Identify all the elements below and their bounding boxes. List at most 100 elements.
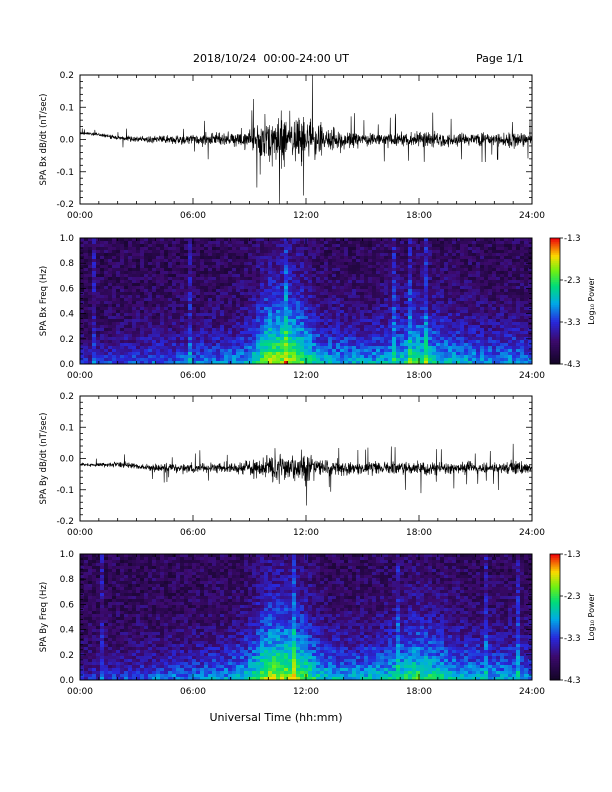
spectrogram-cell (200, 268, 205, 272)
spectrogram-cell (376, 352, 381, 356)
spectrogram-cell (364, 310, 369, 314)
spectrogram-cell (96, 322, 101, 326)
spectrogram-cell (436, 319, 441, 323)
x-tick-label: 12:00 (293, 211, 319, 221)
spectrogram-cell (496, 337, 501, 341)
spectrogram-cell (388, 340, 393, 344)
spectrogram-cell (216, 328, 221, 332)
spectrogram-cell (444, 322, 449, 326)
spectrogram-cell (444, 355, 449, 359)
spectrogram-cell (280, 283, 285, 287)
spectrogram-cell (436, 289, 441, 293)
spectrogram-cell (300, 289, 305, 293)
spectrogram-cell (520, 310, 525, 314)
spectrogram-cell (444, 238, 449, 242)
spectrogram-cell (360, 256, 365, 260)
spectrogram-cell (504, 283, 509, 287)
spectrogram-cell (292, 322, 297, 326)
spectrogram-cell (452, 238, 457, 242)
spectrogram-cell (220, 292, 225, 296)
spectrogram-cell (460, 337, 465, 341)
spectrogram-cell (160, 361, 165, 365)
colorbar-frame (549, 237, 561, 365)
spectrogram-cell (316, 310, 321, 314)
spectrogram-cell (280, 298, 285, 302)
spectrogram-cell (492, 340, 497, 344)
spectrogram-cell (112, 355, 117, 359)
colorbar-swatch (550, 317, 560, 321)
spectrogram-cell (204, 253, 209, 257)
spectrogram-cell (460, 253, 465, 257)
spectrogram-cell (312, 268, 317, 272)
spectrogram-cell (380, 352, 385, 356)
spectrogram-cell (304, 328, 309, 332)
spectrogram-cell (208, 313, 213, 317)
spectrogram-cell (516, 322, 521, 326)
spectrogram-cell (220, 295, 225, 299)
spectrogram-cell (348, 253, 353, 257)
spectrogram-cell (300, 274, 305, 278)
spectrogram-cell (80, 343, 85, 347)
spectrogram-cell (320, 343, 325, 347)
spectrogram-cell (192, 277, 197, 281)
spectrogram-cell (384, 295, 389, 299)
spectrogram-cell (384, 334, 389, 338)
colorbar-swatch (550, 246, 560, 249)
spectrogram-cell (348, 262, 353, 266)
spectrogram-cell (500, 256, 505, 260)
spectrogram-cell (240, 262, 245, 266)
spectrogram-cell (144, 265, 149, 269)
spectrogram-cell (288, 238, 293, 242)
spectrogram-cell (188, 301, 193, 305)
spectrogram-cell (280, 286, 285, 290)
spectrogram-cell (444, 271, 449, 275)
spectrogram-cell (152, 238, 157, 242)
spectrogram-cell (220, 262, 225, 266)
spectrogram-cell (140, 352, 145, 356)
spectrogram-cell (120, 361, 125, 365)
spectrogram-cell (404, 250, 409, 254)
spectrogram-cell (388, 268, 393, 272)
spectrogram-cell (376, 256, 381, 260)
spectrogram-cell (384, 262, 389, 266)
spectrogram-cell (280, 331, 285, 335)
spectrogram-cell (444, 289, 449, 293)
spectrogram-cell (92, 340, 97, 344)
spectrogram-cell (100, 250, 105, 254)
spectrogram-cell (380, 289, 385, 293)
spectrogram-cell (332, 292, 337, 296)
spectrogram-cell (384, 238, 389, 242)
spectrogram-cell (104, 295, 109, 299)
spectrogram-cell (304, 343, 309, 347)
spectrogram-cell (296, 361, 301, 365)
spectrogram-cell (336, 349, 341, 353)
spectrogram-cell (112, 316, 117, 320)
spectrogram-cell (348, 343, 353, 347)
spectrogram-cell (404, 247, 409, 251)
spectrogram-cell (504, 298, 509, 302)
spectrogram-cell (128, 250, 133, 254)
spectrogram-cell (364, 331, 369, 335)
spectrogram-cell (136, 322, 141, 326)
spectrogram-cell (324, 280, 329, 284)
spectrogram-cell (404, 319, 409, 323)
spectrogram-cell (468, 358, 473, 362)
spectrogram-cell (160, 277, 165, 281)
spectrogram-cell (200, 247, 205, 251)
spectrogram-cell (368, 250, 373, 254)
spectrogram-cell (324, 331, 329, 335)
spectrogram-cell (464, 346, 469, 350)
spectrogram-cell (168, 295, 173, 299)
spectrogram-cell (368, 352, 373, 356)
spectrogram-cell (516, 334, 521, 338)
spectrogram-cell (88, 265, 93, 269)
spectrogram-cell (432, 277, 437, 281)
spectrogram-cell (232, 256, 237, 260)
spectrogram-cell (480, 253, 485, 257)
colorbar-swatch (550, 303, 560, 306)
spectrogram-cell (132, 247, 137, 251)
spectrogram-cell (240, 340, 245, 344)
spectrogram-cell (140, 307, 145, 311)
spectrogram-cell (252, 358, 257, 362)
spectrogram-cell (236, 361, 241, 365)
